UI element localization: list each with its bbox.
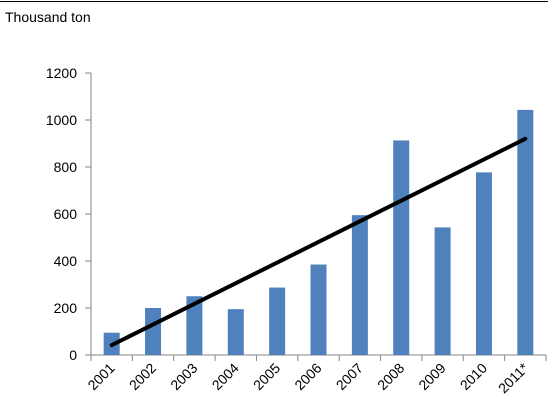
x-tick-label: 2007	[333, 360, 366, 393]
bar-2005	[269, 287, 286, 355]
y-tick-label: 800	[54, 159, 78, 175]
bar-2003	[186, 296, 203, 355]
y-tick-label: 1200	[46, 65, 77, 81]
y-tick-label: 0	[69, 347, 77, 363]
trendline	[109, 136, 528, 348]
x-tick-label: 2003	[167, 360, 200, 393]
bar-2002	[145, 308, 162, 355]
x-tick-label: 2001	[84, 360, 117, 393]
x-tick-label: 2008	[374, 360, 407, 393]
x-tick-label: 2009	[415, 360, 448, 393]
x-tick-label: 2004	[209, 360, 242, 393]
y-tick-label: 600	[54, 206, 78, 222]
top-rule	[0, 1, 548, 2]
y-axis-unit-label: Thousand ton	[5, 9, 91, 25]
bar-2007	[351, 215, 368, 355]
bar-2004	[227, 309, 244, 355]
bar-2008	[393, 140, 410, 355]
x-tick-label: 2002	[126, 360, 159, 393]
y-tick-label: 1000	[46, 112, 77, 128]
x-tick-label: 2006	[291, 360, 324, 393]
y-tick-label: 200	[54, 300, 78, 316]
bar-2009	[434, 227, 451, 355]
x-tick-label: 2005	[250, 360, 283, 393]
x-tick-label: 2011*	[495, 359, 532, 396]
trendline-layer	[109, 136, 528, 348]
bar-2011*	[517, 109, 534, 356]
bars	[103, 109, 534, 356]
bar-2010	[475, 172, 492, 355]
y-tick-label: 400	[54, 253, 78, 269]
bar-2006	[310, 264, 327, 355]
x-tick-label: 2010	[457, 360, 490, 393]
